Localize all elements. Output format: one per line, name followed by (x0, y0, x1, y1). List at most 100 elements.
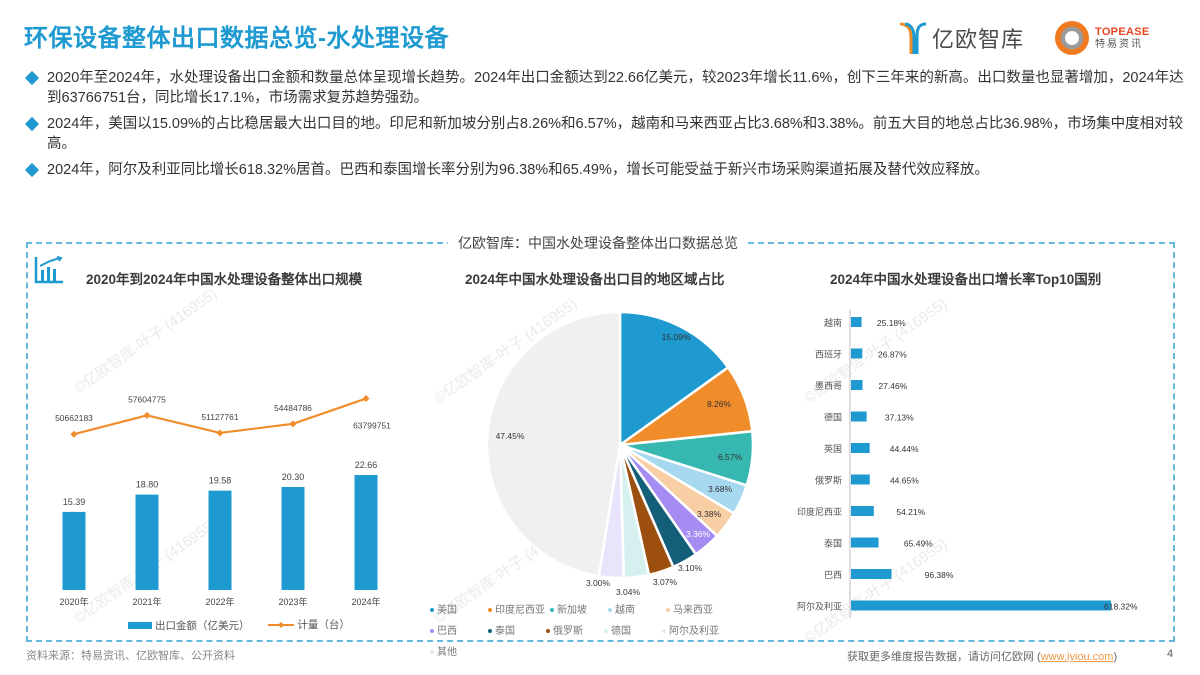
hbar-巴西: 巴西 96.38% (824, 569, 954, 580)
hbar-越南: 越南 25.18% (824, 317, 906, 328)
legend-label: 泰国 (495, 626, 515, 637)
svg-text:26.87%: 26.87% (878, 350, 907, 360)
legend-dot-icon (430, 608, 434, 613)
legend-dot-icon (488, 608, 492, 613)
svg-text:44.65%: 44.65% (890, 476, 919, 486)
legend-dot-icon (662, 629, 666, 634)
bullet-item: 2024年，阿尔及利亚同比增长618.32%居首。巴西和泰国增长率分别为96.3… (24, 160, 1184, 180)
legend-label: 计量（台） (297, 619, 350, 631)
pie-slice-美国 (618, 310, 730, 448)
export-scale-legend: 出口金额（亿美元） 计量（台） (128, 617, 366, 633)
line-point (216, 429, 224, 437)
svg-text:2020年: 2020年 (59, 596, 88, 607)
svg-text:54484786: 54484786 (274, 403, 312, 413)
legend-label: 俄罗斯 (553, 626, 583, 637)
footer-note-text: 获取更多维度报告数据，请访问亿欧网 ( (847, 651, 1041, 663)
hbar-英国: 英国 44.44% (824, 443, 919, 454)
legend-dot-icon (550, 608, 554, 613)
legend-dot-icon (604, 629, 608, 634)
pie-slice-其他 (485, 310, 622, 578)
hbar-泰国: 泰国 65.49% (824, 537, 933, 549)
destination-pie-legend: 美国 印度尼西亚 新加坡 越南 马来西亚巴西 泰国 俄罗斯 德国 阿尔及利亚其他 (430, 600, 770, 663)
legend-item-amount: 出口金额（亿美元） (128, 618, 250, 633)
svg-text:51127761: 51127761 (201, 412, 238, 422)
legend-item-阿尔及利亚: 阿尔及利亚 (662, 621, 724, 642)
destination-pie-chart: 15.09% 8.26% 6.57% 3.68% 3.38% 3.36% 3.10%3.07… (485, 310, 755, 597)
bullet-text: 2020年至2024年，水处理设备出口金额和数量总体呈现增长趋势。2024年出口… (47, 70, 1184, 106)
svg-text:印度尼西亚: 印度尼西亚 (797, 506, 842, 517)
svg-text:96.38%: 96.38% (925, 570, 954, 580)
bullet-item: 2024年，美国以15.09%的占比稳居最大出口目的地。印尼和新加坡分别占8.2… (24, 114, 1184, 154)
hbar-俄罗斯: 俄罗斯 44.65% (815, 474, 919, 486)
bar-2020年: 15.39 2020年 (59, 497, 88, 607)
svg-text:2024年: 2024年 (351, 596, 380, 607)
svg-text:泰国: 泰国 (824, 538, 842, 549)
legend-label: 马来西亚 (673, 605, 713, 616)
legend-item-美国: 美国 (430, 600, 488, 621)
legend-item-quantity: 计量（台） (268, 617, 350, 632)
legend-bar-swatch-icon (128, 621, 152, 629)
topease-logo: TOPEASE 特易资讯 (1055, 18, 1149, 58)
legend-label: 德国 (611, 626, 631, 637)
line-point (289, 420, 297, 428)
topease-logo-cn: 特易资讯 (1095, 38, 1143, 50)
hbar-阿尔及利亚: 阿尔及利亚 618.32% (797, 600, 1138, 612)
source-note: 资料来源：特易资讯、亿欧智库、公开资料 (26, 650, 235, 662)
iyiou-logo: 亿欧智库 (898, 20, 1024, 56)
topease-ring-icon (1055, 21, 1089, 55)
legend-label: 出口金额（亿美元） (155, 619, 250, 632)
svg-text:6.57%: 6.57% (718, 452, 743, 462)
svg-text:25.18%: 25.18% (877, 318, 906, 328)
export-scale-chart: 15.39 2020年 18.80 2021年 19.58 2022年 20.30 2023年… (55, 394, 391, 607)
svg-text:618.32%: 618.32% (1104, 602, 1138, 612)
svg-text:44.44%: 44.44% (890, 444, 919, 454)
line-point (70, 430, 78, 438)
svg-text:墨西哥: 墨西哥 (815, 381, 842, 391)
legend-dot-icon (488, 629, 492, 634)
footer-note-suffix: ) (1113, 651, 1118, 663)
legend-item-其他: 其他 (430, 642, 488, 663)
svg-text:西班牙: 西班牙 (815, 349, 842, 360)
footer-note: 获取更多维度报告数据，请访问亿欧网 (www.iyiou.com) (847, 648, 1117, 664)
legend-item-越南: 越南 (608, 600, 666, 621)
bar-chart-icon (34, 256, 63, 284)
legend-item-巴西: 巴西 (430, 621, 488, 642)
legend-item-俄罗斯: 俄罗斯 (546, 621, 604, 642)
bar-2024年: 22.66 2024年 (351, 460, 380, 607)
page-title: 环保设备整体出口数据总览-水处理设备 (24, 25, 449, 52)
hbar-墨西哥: 墨西哥 27.46% (815, 380, 908, 391)
svg-text:2021年: 2021年 (132, 596, 161, 607)
line-point (362, 395, 370, 403)
bar-2022年: 19.58 2022年 (205, 476, 234, 607)
iyiou-logo-text: 亿欧智库 (932, 27, 1025, 52)
destination-pie-title: 2024年中国水处理设备出口目的地区域占比 (465, 272, 725, 287)
legend-dot-icon (430, 629, 434, 634)
iyiou-website-link[interactable]: www.iyiou.com (1040, 651, 1114, 663)
svg-text:27.46%: 27.46% (878, 381, 907, 391)
svg-text:20.30: 20.30 (282, 472, 305, 482)
svg-text:3.68%: 3.68% (708, 484, 733, 494)
svg-text:37.13%: 37.13% (885, 413, 914, 423)
legend-label: 其他 (437, 647, 457, 658)
legend-item-印度尼西亚: 印度尼西亚 (488, 600, 550, 621)
frame-title: 亿欧智库：中国水处理设备整体出口数据总览 (448, 233, 748, 253)
bar-2023年: 20.30 2023年 (278, 472, 307, 607)
line-point (143, 411, 151, 419)
hbar-印度尼西亚: 印度尼西亚 54.21% (797, 506, 926, 517)
hbar-德国: 德国 37.13% (824, 411, 914, 423)
bullet-text: 2024年，美国以15.09%的占比稳居最大出口目的地。印尼和新加坡分别占8.2… (47, 116, 1184, 152)
legend-item-新加坡: 新加坡 (550, 600, 608, 621)
legend-item-泰国: 泰国 (488, 621, 546, 642)
diamond-bullet-icon (24, 70, 40, 86)
bar-2021年: 18.80 2021年 (132, 480, 161, 607)
iyiou-logo-icon (899, 22, 927, 54)
svg-text:15.39: 15.39 (63, 497, 86, 507)
growth-top10-title: 2024年中国水处理设备出口增长率Top10国别 (830, 272, 1102, 287)
diamond-bullet-icon (24, 116, 40, 132)
svg-text:2023年: 2023年 (278, 596, 307, 607)
legend-label: 印度尼西亚 (495, 605, 545, 616)
svg-text:3.07%: 3.07% (653, 577, 678, 587)
svg-text:18.80: 18.80 (136, 480, 159, 490)
bullet-text: 2024年，阿尔及利亚同比增长618.32%居首。巴西和泰国增长率分别为96.3… (47, 162, 989, 178)
legend-dot-icon (608, 608, 612, 613)
